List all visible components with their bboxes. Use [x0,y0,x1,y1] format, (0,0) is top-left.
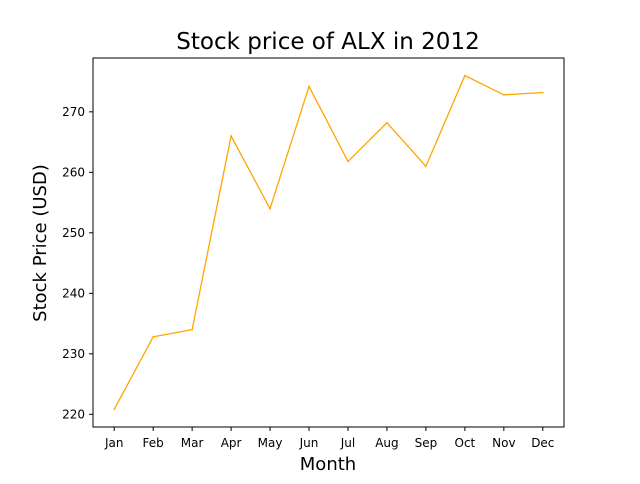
x-axis: Jan Feb Mar Apr May Jun Jul Aug Sep Oct Nov Dec [104,427,554,450]
data-point [269,207,271,210]
x-tick-label: Nov [492,436,515,450]
data-points [113,74,544,411]
x-axis-label: Month [300,454,356,475]
y-tick-label: 260 [62,165,85,179]
data-point [386,121,388,124]
plot-area-frame [92,57,565,428]
data-point [542,91,544,94]
data-point [113,408,115,411]
data-point [191,328,193,331]
data-point [347,160,349,163]
chart-title: Stock price of ALX in 2012 [176,29,479,55]
data-point [464,74,466,77]
x-tick-label: Mar [181,436,204,450]
series-line [113,74,543,410]
y-tick-label: 240 [62,286,85,300]
y-tick-label: 230 [62,347,85,361]
x-tick-label: Sep [415,436,438,450]
y-axis: 220 230 240 250 260 270 [62,105,93,421]
x-tick-label: Feb [143,436,164,450]
y-axis-label: Stock Price (USD) [30,164,51,322]
y-tick-label: 220 [62,407,85,421]
y-tick-label: 270 [62,105,85,119]
y-tick-label: 250 [62,226,85,240]
x-tick-label: Aug [375,436,398,450]
data-point [230,135,232,137]
data-point [425,165,427,168]
data-point [308,85,310,88]
x-tick-label: Dec [531,436,554,450]
x-tick-label: Jul [340,436,355,450]
data-point [503,94,505,96]
x-tick-label: Jun [299,436,319,450]
x-tick-label: Apr [221,436,242,450]
x-tick-label: Oct [455,436,476,450]
data-point [152,336,154,338]
x-tick-label: May [258,436,283,450]
x-tick-label: Jan [104,436,124,450]
